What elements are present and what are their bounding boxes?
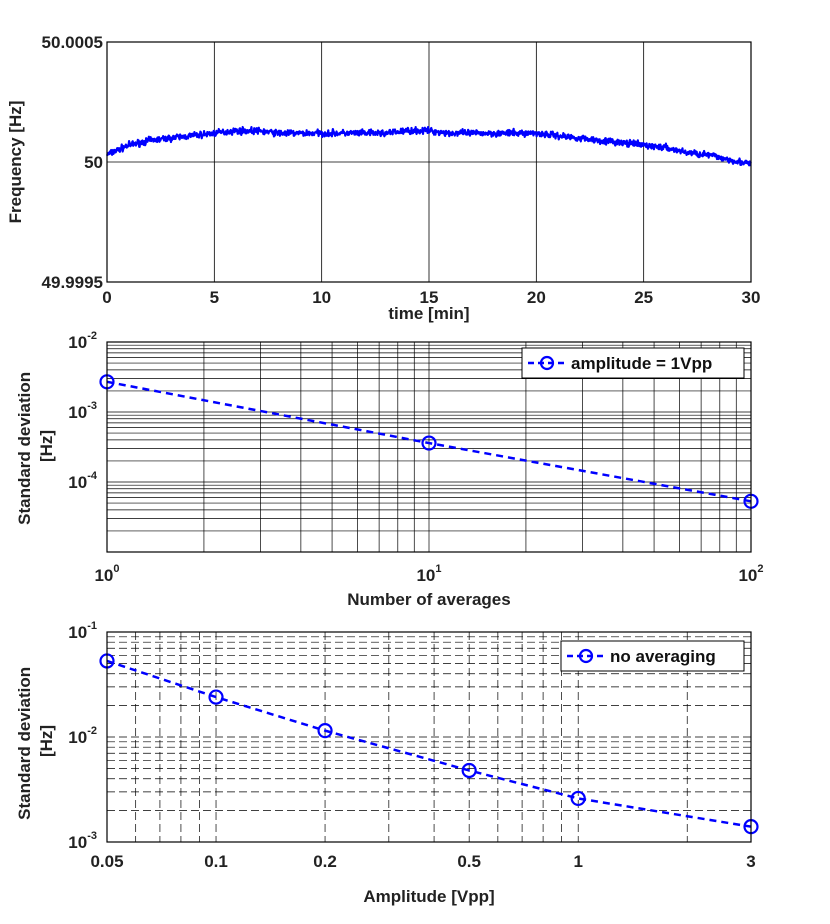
frequency-x-tick-label: 15: [420, 288, 439, 307]
amplitude-x-tick-label: 0.2: [313, 852, 337, 871]
amplitude-y-axis-label-line2: [Hz]: [37, 725, 56, 757]
amplitude-axes-frame: [106, 631, 752, 843]
averages-y-tick-label: 10-2: [68, 330, 97, 352]
averages-y-tick-label-base: 10: [68, 473, 87, 492]
averages-y-tick-label-exponent: -2: [87, 330, 97, 342]
amplitude-panel: 0.05 0.1 0.2 0.5 1 3 10-310-210-1 Amplitude […: [15, 620, 759, 906]
amplitude-data-point: [570, 790, 586, 807]
amplitude-x-ticks: 0.05 0.1 0.2 0.5 1 3: [90, 852, 755, 871]
amplitude-y-axis-label-line1: Standard deviation: [15, 667, 34, 820]
averages-x-tick-label-base: 10: [416, 566, 435, 585]
amplitude-x-tick-label: 0.05: [90, 852, 123, 871]
averages-y-tick-label-exponent: -3: [87, 400, 97, 412]
frequency-x-ticks: 0 5 10 15 20 25 30: [102, 288, 760, 307]
averages-y-tick-label-base: 10: [68, 403, 87, 422]
averages-x-tick-label: 102: [738, 563, 763, 585]
amplitude-data-point: [461, 762, 477, 779]
amplitude-y-tick-label: 10-1: [68, 620, 97, 642]
frequency-x-axis-label: time [min]: [388, 304, 469, 323]
frequency-panel: 0 5 10 15 20 25 30 49.9995 50 50.0005 time [min]…: [6, 33, 760, 323]
amplitude-y-tick-label: 10-3: [68, 830, 97, 852]
averages-x-axis-label: Number of averages: [347, 590, 510, 609]
amplitude-series-markers: [99, 653, 759, 835]
amplitude-y-tick-label-exponent: -2: [87, 725, 97, 737]
averages-x-tick-label-exponent: 0: [113, 563, 119, 575]
averages-y-tick-label-base: 10: [68, 333, 87, 352]
averages-x-ticks: 100 101 102: [94, 563, 763, 585]
averages-series-line: [106, 380, 752, 503]
averages-y-ticks: 10-410-310-2: [68, 330, 98, 492]
averages-panel: 100 101 102 10-410-310-2 Number of average…: [15, 330, 764, 609]
amplitude-y-tick-label-exponent: -1: [87, 620, 97, 632]
frequency-gridlines: [107, 42, 751, 282]
averages-x-tick-label-exponent: 1: [435, 563, 441, 575]
averages-y-axis-label-line2: [Hz]: [37, 430, 56, 462]
averages-y-tick-label: 10-4: [68, 470, 98, 492]
frequency-x-tick-label: 30: [742, 288, 761, 307]
frequency-trace: [105, 125, 752, 167]
frequency-x-tick-label: 5: [210, 288, 219, 307]
averages-x-tick-label-base: 10: [94, 566, 113, 585]
averages-x-tick-label-exponent: 2: [757, 563, 763, 575]
averages-legend-label: amplitude = 1Vpp: [571, 354, 712, 373]
averages-y-axis-label: Standard deviation [Hz]: [15, 367, 56, 525]
amplitude-x-tick-label: 3: [746, 852, 755, 871]
amplitude-legend: no averaging: [560, 640, 745, 672]
amplitude-y-tick-label-exponent: -3: [87, 830, 97, 842]
amplitude-y-tick-label-base: 10: [68, 833, 87, 852]
amplitude-y-ticks: 10-310-210-1: [68, 620, 97, 852]
amplitude-x-axis-label: Amplitude [Vpp]: [363, 887, 494, 906]
amplitude-data-point: [208, 689, 224, 705]
frequency-x-tick-label: 20: [527, 288, 546, 307]
averages-x-tick-label-base: 10: [738, 566, 757, 585]
amplitude-gridlines: [107, 632, 751, 842]
averages-axes-frame: [106, 341, 752, 553]
averages-data-point: [421, 435, 437, 451]
amplitude-legend-label: no averaging: [610, 647, 716, 666]
amplitude-y-axis-label: Standard deviation [Hz]: [15, 662, 56, 820]
amplitude-y-tick-label-base: 10: [68, 623, 87, 642]
frequency-x-tick-label: 0: [102, 288, 111, 307]
frequency-y-ticks: 49.9995 50 50.0005: [42, 33, 103, 292]
averages-y-tick-label: 10-3: [68, 400, 97, 422]
frequency-x-tick-label: 25: [634, 288, 653, 307]
amplitude-x-tick-label: 1: [573, 852, 582, 871]
frequency-y-tick-label: 50.0005: [42, 33, 103, 52]
amplitude-series-line: [106, 659, 752, 828]
frequency-y-tick-label: 50: [84, 153, 103, 172]
averages-legend: amplitude = 1Vpp: [521, 347, 745, 379]
amplitude-x-tick-label: 0.1: [204, 852, 228, 871]
amplitude-legend-marker: [578, 648, 594, 664]
averages-legend-marker: [539, 355, 555, 371]
amplitude-y-tick-label-base: 10: [68, 728, 87, 747]
frequency-y-tick-label: 49.9995: [42, 273, 103, 292]
frequency-y-axis-label: Frequency [Hz]: [6, 101, 25, 224]
amplitude-data-point: [317, 723, 333, 739]
amplitude-y-tick-label: 10-2: [68, 725, 97, 747]
averages-x-tick-label: 100: [94, 563, 119, 585]
averages-x-tick-label: 101: [416, 563, 441, 585]
averages-y-axis-label-line1: Standard deviation: [15, 372, 34, 525]
amplitude-x-tick-label: 0.5: [457, 852, 481, 871]
frequency-x-tick-label: 10: [312, 288, 331, 307]
averages-y-tick-label-exponent: -4: [87, 470, 98, 482]
frequency-axes-frame: [106, 41, 752, 283]
